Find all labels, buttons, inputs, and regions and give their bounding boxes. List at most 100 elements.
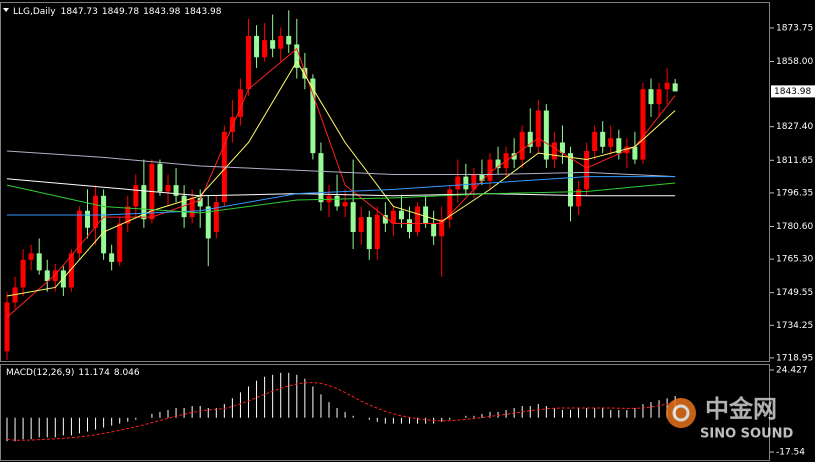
candle-body (4, 302, 10, 352)
candle-body (101, 195, 107, 254)
candle-body (229, 116, 235, 132)
moving-average (6, 150, 676, 178)
candle-body (479, 174, 485, 181)
y-tick-label: 24.427 (776, 366, 808, 376)
candle-body (640, 89, 646, 160)
close-value: 1843.98 (184, 7, 221, 17)
moving-average (6, 60, 676, 297)
candle-body (20, 259, 26, 288)
candle-body (592, 131, 598, 152)
candle-body (415, 206, 421, 233)
candle-body (423, 206, 429, 224)
candle-body (672, 83, 678, 92)
candle-body (374, 214, 380, 250)
candle-body (262, 40, 268, 58)
candle-body (157, 163, 163, 192)
candle-body (52, 270, 58, 282)
moving-average (7, 176, 676, 216)
candle-body (189, 197, 195, 218)
candle-body (455, 176, 461, 190)
candle-body (551, 142, 557, 160)
y-tick-label: -17.54 (776, 448, 805, 458)
signal-value: 8.046 (114, 368, 140, 378)
candle-body (543, 110, 549, 160)
y-tick-label: 1811.65 (776, 156, 813, 166)
candle-body (85, 210, 90, 228)
candle-body (616, 138, 622, 154)
watermark-logo (666, 398, 696, 428)
candle-body (181, 195, 187, 218)
candle-body (576, 189, 582, 207)
y-tick-label: 1827.40 (776, 122, 813, 132)
candle-body (342, 202, 348, 207)
candle-body (487, 159, 493, 181)
candle-body (173, 185, 179, 196)
moving-average (6, 178, 676, 197)
candle-body (471, 174, 477, 190)
candle-body (495, 159, 501, 169)
watermark-title: 中金网 (705, 395, 777, 423)
main-panel-frame (0, 2, 770, 362)
candle-body (519, 131, 525, 160)
macd-panel-frame (0, 364, 770, 461)
candle-body (165, 185, 171, 192)
candle-body (205, 206, 211, 239)
macd-title: MACD(12,26,9) (6, 368, 74, 378)
candle-body (28, 253, 34, 260)
candle-body (93, 195, 99, 228)
candle-body (535, 110, 541, 147)
candle-body (632, 146, 638, 160)
candle-body (390, 210, 396, 224)
candle-body (44, 270, 50, 282)
high-value: 1849.78 (102, 7, 139, 17)
candle-body (237, 89, 243, 117)
candle-body (350, 202, 356, 233)
macd-value: 11.174 (78, 368, 110, 378)
candle-body (109, 253, 115, 262)
candle-body (463, 176, 469, 190)
candle-body (431, 223, 437, 237)
candle-body (568, 153, 573, 207)
candle-body (318, 153, 324, 203)
current-price-label: 1843.98 (774, 87, 811, 97)
candle-body (310, 78, 316, 154)
candle-body (117, 223, 123, 262)
candle-body (254, 35, 260, 58)
current-price-box (771, 85, 815, 98)
candle-body (76, 210, 82, 254)
candle-body (141, 185, 147, 220)
y-tick-label: 1765.30 (776, 255, 813, 265)
watermark-logo-ring (672, 404, 690, 422)
candle-body (68, 253, 74, 288)
candle-body (302, 67, 308, 79)
symbol-marker (3, 8, 9, 12)
y-tick-label: 1734.25 (776, 321, 813, 331)
candle-body (197, 197, 203, 207)
candle-body (366, 217, 372, 250)
candle-body (447, 189, 453, 220)
candle-body (36, 253, 42, 271)
y-tick-label: 1749.55 (776, 288, 813, 298)
symbol: LLG,Daily (13, 7, 56, 17)
candle-body (334, 195, 340, 207)
candle-body (358, 217, 364, 233)
chart-header: LLG,Daily 1847.73 1849.78 1843.98 1843.98 (13, 7, 222, 17)
candle-body (125, 206, 131, 224)
y-tick-label: 1873.75 (776, 23, 813, 33)
candle-body (382, 214, 388, 224)
candle-body (656, 89, 662, 105)
y-tick-label: 1718.95 (776, 353, 813, 363)
y-tick-label: 1796.35 (776, 188, 813, 198)
candle-body (648, 89, 654, 105)
candle-body (286, 35, 292, 45)
candle-body (600, 131, 606, 147)
candle-body (213, 202, 219, 233)
moving-average (6, 47, 676, 318)
low-value: 1843.98 (143, 7, 180, 17)
candle-body (584, 151, 590, 190)
candle-body (511, 153, 517, 160)
candle-body (398, 210, 404, 220)
y-tick-label: 1780.60 (776, 222, 813, 232)
candle-body (278, 35, 284, 49)
